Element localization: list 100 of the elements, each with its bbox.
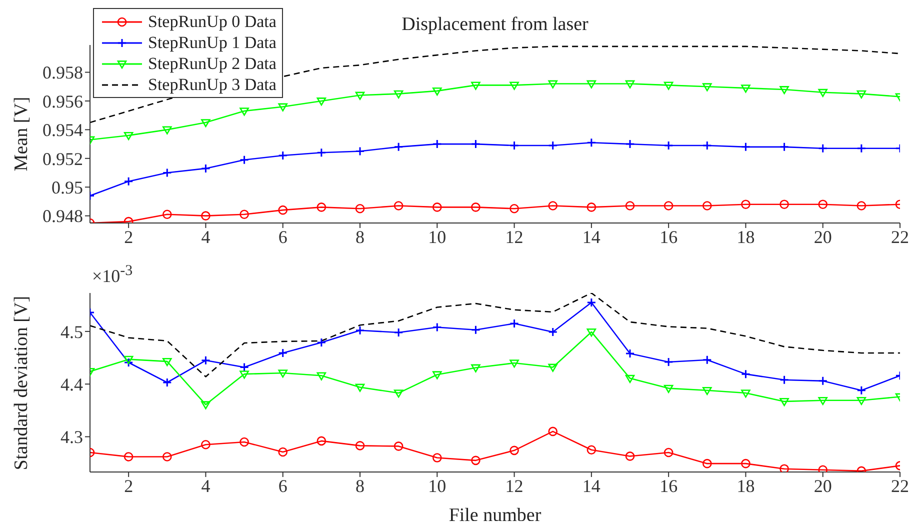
point: [818, 88, 828, 98]
point: [162, 126, 172, 134]
point: [856, 90, 866, 98]
x-tick-label: 4: [201, 476, 210, 496]
x-tick-label: 18: [736, 476, 755, 496]
point: [471, 202, 480, 212]
point: [355, 384, 365, 392]
point: [355, 326, 365, 336]
point: [548, 364, 558, 372]
x-tick-label: 10: [428, 476, 446, 496]
point: [548, 140, 558, 150]
point: [664, 448, 674, 458]
x-tick-label: 22: [891, 226, 909, 247]
x-tick-label: 2: [124, 226, 134, 247]
y-axis-title: Standard deviation [V]: [11, 295, 33, 470]
point: [201, 211, 210, 220]
point: [664, 82, 674, 90]
point: [741, 458, 750, 468]
x-tick-label: 4: [201, 226, 210, 247]
point: [162, 210, 172, 220]
text: ×10$^{-3}$: [92, 263, 133, 287]
point: [355, 204, 365, 214]
point: [124, 132, 134, 140]
point: [240, 210, 249, 220]
point: [625, 80, 635, 88]
point: [201, 119, 210, 128]
point: [510, 318, 520, 328]
point: [240, 155, 250, 165]
point: [471, 456, 480, 466]
point: [240, 108, 249, 116]
point: [124, 356, 134, 364]
point: [316, 372, 326, 380]
x-tick-label: 8: [356, 476, 364, 496]
y-tick-label: 0.952: [42, 148, 83, 169]
x-tick-label: 22: [891, 476, 909, 496]
point: [278, 348, 288, 358]
point: [432, 371, 442, 380]
x-tick-label: 14: [582, 476, 600, 496]
x-tick-label: 16: [660, 226, 678, 247]
point: [394, 442, 404, 451]
point: [856, 386, 866, 396]
point: [240, 437, 249, 447]
point: [162, 168, 172, 178]
point: [780, 398, 789, 406]
point: [394, 390, 404, 398]
point: [740, 369, 750, 379]
point: [240, 362, 250, 372]
point: [278, 150, 288, 160]
point: [394, 142, 404, 152]
x-tick-label: 12: [505, 476, 524, 496]
point: [278, 370, 288, 378]
point: [394, 201, 404, 210]
legend-label: StepRunUp 0 Data: [148, 11, 276, 32]
point: [470, 139, 480, 149]
point: [510, 82, 519, 90]
y-tick-label: 4.3: [60, 427, 83, 448]
point: [780, 200, 789, 209]
point: [201, 440, 210, 450]
y-tick-label: 0.948: [42, 206, 83, 226]
point: [625, 201, 635, 210]
point: [124, 452, 134, 462]
y-tick-label: 0.954: [42, 120, 83, 140]
point: [548, 80, 558, 88]
point: [664, 384, 674, 393]
point: [702, 83, 712, 92]
point: [432, 322, 442, 332]
point: [316, 98, 326, 106]
point: [200, 164, 210, 174]
x-tick-label: 2: [124, 476, 134, 496]
point: [664, 140, 674, 150]
x-tick-label: 20: [814, 476, 832, 496]
x-tick-label: 6: [278, 476, 288, 496]
point: [278, 205, 288, 215]
point: [200, 356, 210, 366]
point: [586, 298, 596, 308]
point: [780, 464, 789, 472]
point: [432, 139, 442, 149]
point: [780, 142, 790, 152]
point: [510, 446, 519, 456]
point: [240, 370, 249, 379]
point: [510, 204, 519, 214]
chart-title: Displacement from laser: [402, 14, 588, 35]
point: [818, 465, 828, 472]
point: [586, 202, 596, 212]
point: [702, 458, 712, 468]
y-tick-label: 4.5: [60, 322, 83, 342]
y-tick-label: 4.4: [60, 374, 83, 394]
point: [162, 358, 172, 366]
point: [278, 103, 288, 112]
x-tick-label: 6: [278, 226, 288, 247]
point: [432, 87, 442, 96]
legend-label: StepRunUp 1 Data: [148, 32, 276, 53]
point: [741, 84, 750, 93]
point: [741, 390, 750, 398]
point: [586, 138, 596, 148]
point: [664, 201, 674, 210]
point: [664, 357, 674, 367]
x-tick-label: 16: [660, 476, 678, 496]
point: [856, 201, 866, 210]
x-tick-label: 8: [356, 226, 364, 247]
